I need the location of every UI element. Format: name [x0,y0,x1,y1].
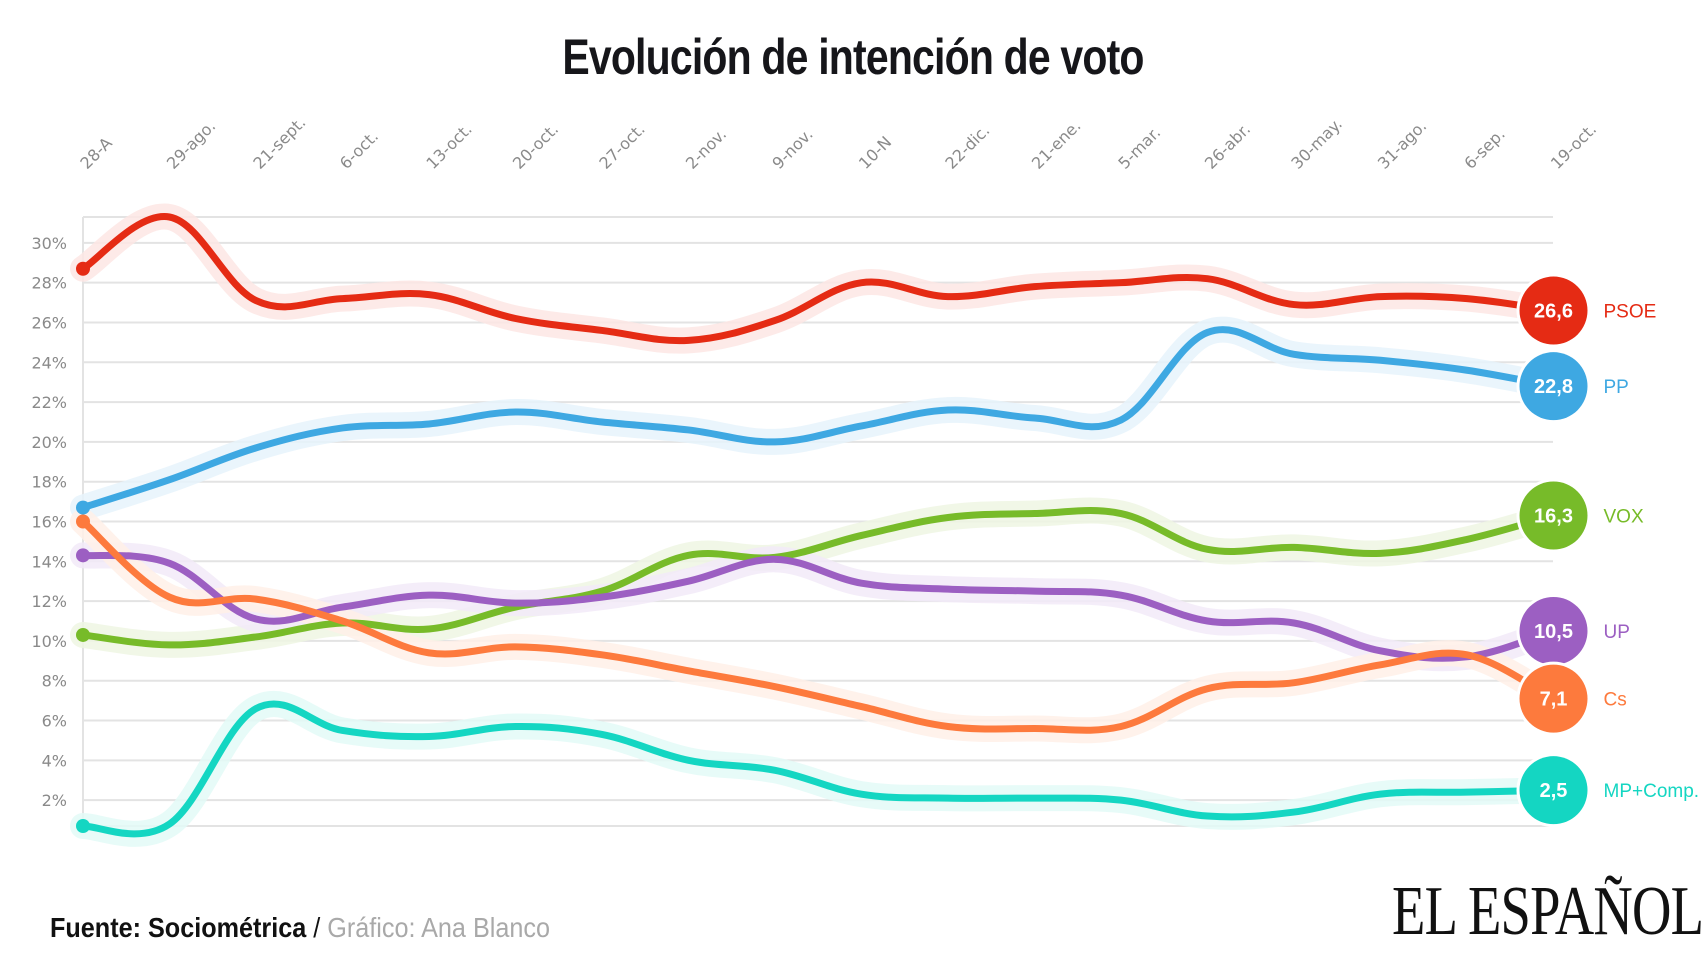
series-line-mp-comp [79,700,1557,838]
y-tick-label: 22% [31,393,67,412]
x-tick-label: 26-abr. [1201,120,1254,173]
x-tick-label: 20-oct. [509,120,562,173]
series-lines [76,213,1557,838]
y-tick-label: 26% [31,313,67,332]
x-tick-label: 21-ene. [1028,116,1085,173]
y-tick-label: 18% [31,473,67,492]
y-tick-label: 14% [31,552,67,571]
start-point-pp [76,500,90,515]
series-line-psoe [79,213,1557,345]
end-value-cs: 7,1 [1540,689,1568,711]
end-badge-pp [1519,352,1588,421]
x-axis: 28-A 29-ago. 21-sept. 6-oct. 13-oct. 20-oct. 2… [76,113,1600,173]
y-tick-label: 4% [42,751,67,770]
end-value-psoe: 26,6 [1534,301,1573,323]
x-tick-label: 21-sept. [249,113,309,173]
series-name-mp-comp: MP+Comp. [1604,781,1700,802]
x-tick-label: 19-oct. [1547,120,1600,173]
x-tick-label: 31-ago. [1374,116,1430,172]
start-point-cs [76,514,90,529]
end-badge-up [1519,596,1588,665]
end-value-mp-comp: 2,5 [1540,780,1568,802]
y-tick-label: 30% [31,234,67,253]
end-badges: 26,6 PSOE 22,8 PP 16,3 VOX 10,5 UP 7,1 Cs 2,5 MP+Co… [1516,273,1700,828]
y-tick-label: 2% [42,791,67,810]
y-tick-label: 16% [31,513,67,532]
x-tick-label: 6-sep. [1460,124,1508,172]
x-tick-label: 5-mar. [1114,123,1164,173]
y-tick-label: 24% [31,353,67,372]
footer-separator: / [306,912,328,943]
el-espanol-logo: EL ESPAÑOL [1392,873,1704,950]
start-point-mp-comp [76,819,90,833]
series-line-up [79,551,1557,662]
credit-label: Gráfico: Ana Blanco [327,912,551,943]
series-line-pp [79,326,1557,512]
y-tick-label: 8% [42,672,67,691]
x-tick-label: 28-A [76,133,115,172]
x-tick-label: 6-oct. [336,127,382,173]
end-value-vox: 16,3 [1534,506,1573,528]
start-point-psoe [76,261,90,276]
series-name-vox: VOX [1604,507,1644,528]
x-tick-label: 9-nov. [768,125,816,173]
series-halos [70,203,1567,847]
y-tick-label: 28% [31,274,67,293]
series-name-psoe: PSOE [1604,302,1657,323]
x-tick-label: 29-ago. [163,116,219,172]
end-value-up: 10,5 [1534,621,1573,643]
end-badge-cs [1519,664,1588,733]
y-tick-label: 20% [31,433,67,452]
end-badge-psoe [1519,276,1588,345]
end-badge-mp-comp [1519,756,1588,825]
series-line-vox [79,507,1557,649]
y-axis: 2% 4% 6% 8% 10% 12% 14% 16% 18% 20% 22% 24% 26% 28% 30… [31,234,67,810]
series-name-pp: PP [1604,377,1629,398]
series-name-up: UP [1604,622,1630,643]
footer: Fuente: Sociométrica / Gráfico: Ana Blan… [50,912,550,944]
source-label: Fuente: Sociométrica [50,912,307,943]
end-badge-vox [1519,481,1588,550]
y-tick-label: 12% [31,592,67,611]
x-tick-label: 2-nov. [682,125,730,173]
end-value-pp: 22,8 [1534,376,1573,398]
series-name-cs: Cs [1604,690,1627,711]
series-line-cs [79,518,1557,734]
series-halo-mp-comp [70,690,1567,847]
x-tick-label: 27-oct. [595,120,648,173]
x-tick-label: 30-may. [1287,114,1346,173]
x-tick-label: 10-N [855,132,895,172]
chart-title: Evolución de intención de voto [562,29,1144,85]
y-tick-label: 10% [31,632,67,651]
x-tick-label: 22-dic. [941,121,993,173]
y-tick-label: 6% [42,712,67,731]
start-point-vox [76,627,90,642]
start-point-up [76,548,90,563]
x-tick-label: 13-oct. [422,120,475,173]
